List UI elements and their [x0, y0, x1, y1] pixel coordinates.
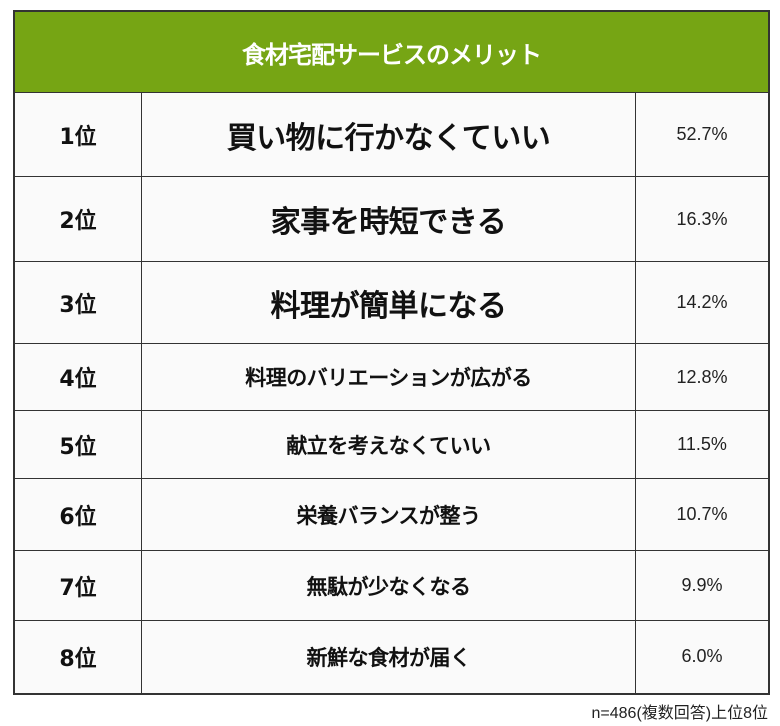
header-row: 食材宅配サービスのメリット: [13, 10, 770, 93]
item-cell: 買い物に行かなくていい: [141, 92, 636, 177]
rank-cell: 2位: [13, 176, 142, 262]
rank-cell: 1位: [13, 92, 142, 177]
item-cell: 料理のバリエーションが広がる: [141, 343, 636, 411]
rank-cell: 3位: [13, 261, 142, 344]
table-row: 1位 買い物に行かなくていい 52.7%: [13, 92, 770, 177]
rank-cell: 7位: [13, 550, 142, 621]
rank-cell: 8位: [13, 620, 142, 694]
table-row: 5位 献立を考えなくていい 11.5%: [13, 410, 770, 479]
table-row: 4位 料理のバリエーションが広がる 12.8%: [13, 343, 770, 411]
item-cell: 料理が簡単になる: [141, 261, 636, 344]
table-row: 7位 無駄が少なくなる 9.9%: [13, 550, 770, 621]
table-title: 食材宅配サービスのメリット: [13, 10, 770, 93]
table-row: 8位 新鮮な食材が届く 6.0%: [13, 620, 770, 694]
rank-cell: 6位: [13, 478, 142, 551]
value-cell: 14.2%: [635, 261, 770, 344]
value-cell: 12.8%: [635, 343, 770, 411]
value-cell: 6.0%: [635, 620, 770, 694]
item-cell: 栄養バランスが整う: [141, 478, 636, 551]
value-cell: 11.5%: [635, 410, 770, 479]
rank-cell: 5位: [13, 410, 142, 479]
table-row: 6位 栄養バランスが整う 10.7%: [13, 478, 770, 551]
item-cell: 新鮮な食材が届く: [141, 620, 636, 694]
ranking-table: 食材宅配サービスのメリット 1位 買い物に行かなくていい 52.7% 2位 家事を時短で…: [13, 10, 770, 695]
value-cell: 16.3%: [635, 176, 770, 262]
item-cell: 家事を時短できる: [141, 176, 636, 262]
value-cell: 10.7%: [635, 478, 770, 551]
table-row: 2位 家事を時短できる 16.3%: [13, 176, 770, 262]
value-cell: 52.7%: [635, 92, 770, 177]
item-cell: 献立を考えなくていい: [141, 410, 636, 479]
value-cell: 9.9%: [635, 550, 770, 621]
item-cell: 無駄が少なくなる: [141, 550, 636, 621]
table-row: 3位 料理が簡単になる 14.2%: [13, 261, 770, 344]
rank-cell: 4位: [13, 343, 142, 411]
footnote: n=486(複数回答)上位8位: [591, 705, 769, 722]
